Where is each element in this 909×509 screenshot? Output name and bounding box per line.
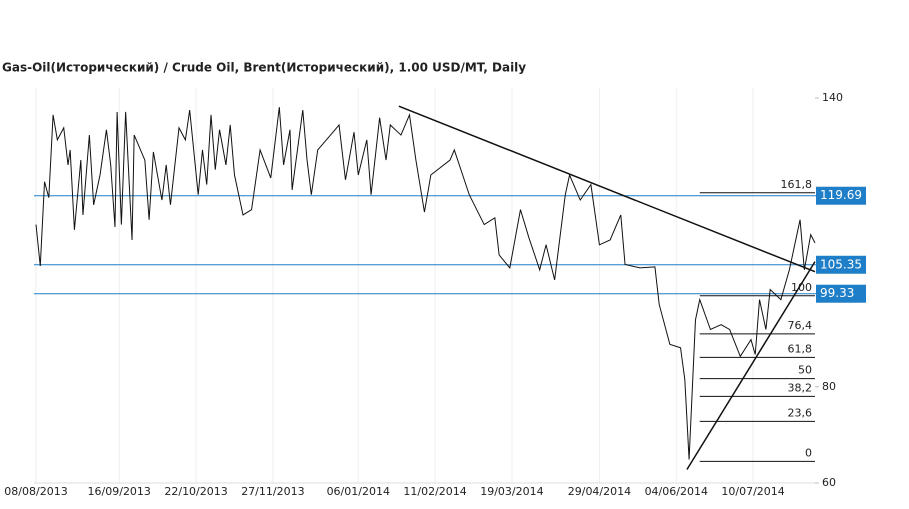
x-tick-label: 10/07/2014 (721, 485, 784, 498)
level-box (816, 186, 866, 205)
fib-label: 38,2 (788, 381, 813, 394)
trend-line (686, 261, 816, 470)
fib-label: 0 (805, 446, 812, 459)
level-label: 105.35 (820, 257, 862, 271)
x-tick-label: 06/01/2014 (327, 485, 390, 498)
price-line (35, 107, 816, 460)
level-label: 119.69 (820, 188, 862, 202)
level-label: 99.33 (820, 286, 854, 300)
fib-label: 23,6 (788, 406, 813, 419)
x-tick-label: 27/11/2013 (241, 485, 304, 498)
chart-title: Gas-Oil(Исторический) / Crude Oil, Brent… (2, 61, 526, 75)
x-tick-label: 29/04/2014 (568, 485, 631, 498)
fib-label: 100 (791, 281, 812, 294)
y-tick-label: 60 (822, 476, 836, 489)
fib-label: 61,8 (788, 342, 813, 355)
x-tick-label: 22/10/2013 (164, 485, 227, 498)
x-tick-label: 19/03/2014 (480, 485, 543, 498)
fib-label: 50 (798, 364, 812, 377)
level-box (816, 255, 866, 274)
y-tick-label: 80 (822, 380, 836, 393)
level-box (816, 284, 866, 303)
x-tick-label: 08/08/2013 (4, 485, 67, 498)
trend-line (398, 105, 816, 273)
x-tick-label: 04/06/2014 (645, 485, 708, 498)
y-tick-label: 140 (822, 91, 843, 104)
x-tick-label: 16/09/2013 (88, 485, 151, 498)
fib-label: 161,8 (781, 178, 813, 191)
fib-label: 76,4 (788, 319, 813, 332)
x-tick-label: 11/02/2014 (403, 485, 466, 498)
